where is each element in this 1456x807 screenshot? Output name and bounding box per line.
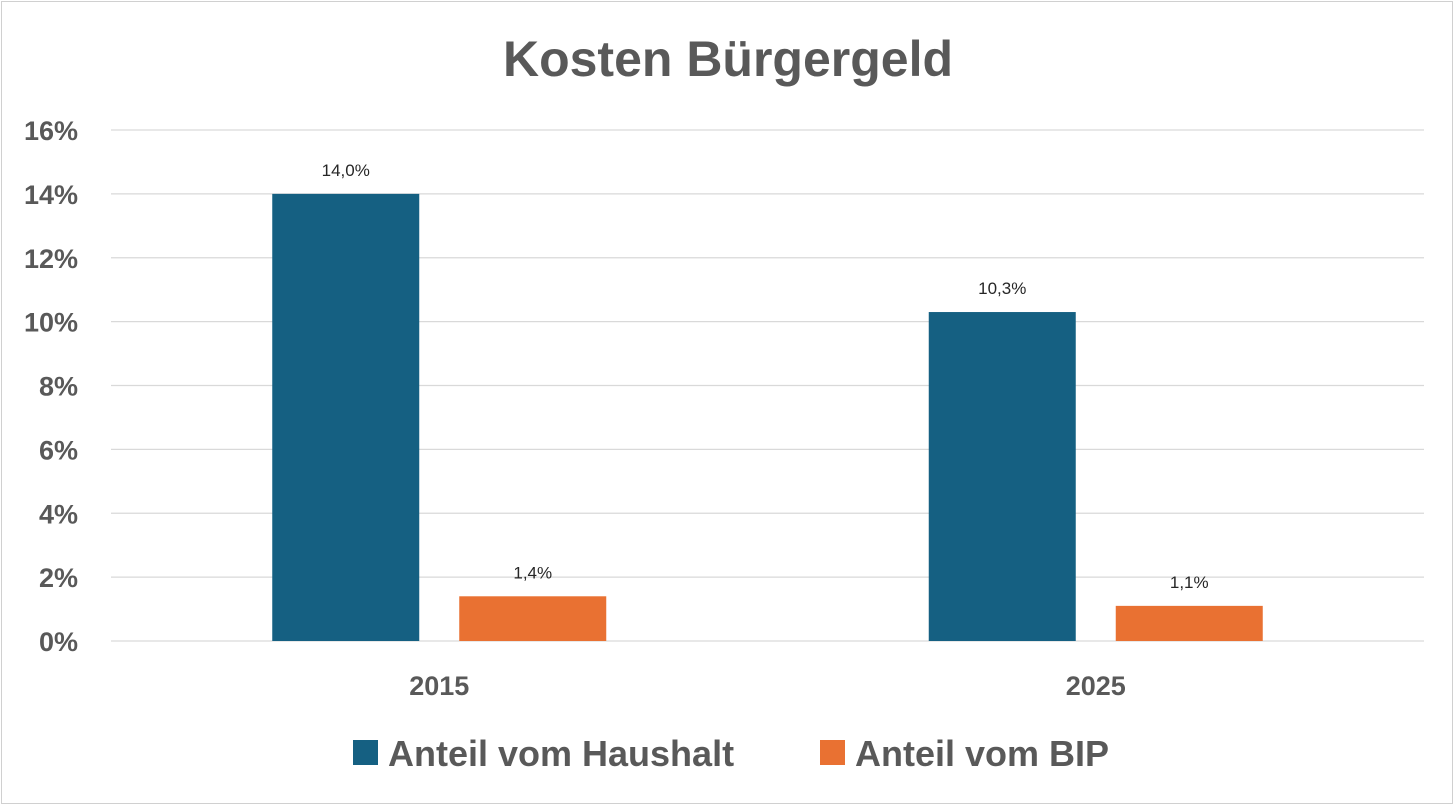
y-tick-label: 12% bbox=[24, 244, 78, 274]
chart-title: Kosten Bürgergeld bbox=[503, 31, 953, 87]
legend-swatch bbox=[353, 740, 378, 765]
y-tick-label: 8% bbox=[39, 372, 78, 402]
y-tick-label: 4% bbox=[39, 499, 78, 529]
data-label: 14,0% bbox=[322, 161, 370, 180]
legend-item: Anteil vom Haushalt bbox=[353, 733, 734, 774]
data-label: 1,1% bbox=[1170, 573, 1209, 592]
bar bbox=[1115, 605, 1263, 641]
legend-label: Anteil vom BIP bbox=[855, 733, 1109, 774]
y-tick-label: 0% bbox=[39, 627, 78, 657]
legend-swatch bbox=[820, 740, 845, 765]
data-label: 10,3% bbox=[978, 279, 1026, 298]
y-axis-ticks: 0% 2% 4% 6% 8% 10% 12% 14% 16% bbox=[24, 116, 78, 657]
bars bbox=[272, 193, 1263, 641]
y-tick-label: 14% bbox=[24, 180, 78, 210]
legend: Anteil vom Haushalt Anteil vom BIP bbox=[353, 733, 1109, 774]
data-labels: 14,0% 1,4% 10,3% 1,1% bbox=[322, 161, 1209, 592]
y-tick-label: 16% bbox=[24, 116, 78, 146]
x-axis-ticks: 2015 2025 bbox=[409, 671, 1126, 701]
y-tick-label: 10% bbox=[24, 308, 78, 338]
bar bbox=[459, 596, 607, 641]
bar bbox=[272, 193, 420, 641]
x-tick-label: 2015 bbox=[409, 671, 469, 701]
data-label: 1,4% bbox=[513, 563, 552, 582]
legend-label: Anteil vom Haushalt bbox=[388, 733, 734, 774]
x-tick-label: 2025 bbox=[1066, 671, 1126, 701]
y-tick-label: 2% bbox=[39, 563, 78, 593]
bar bbox=[928, 312, 1076, 641]
legend-item: Anteil vom BIP bbox=[820, 733, 1109, 774]
y-tick-label: 6% bbox=[39, 435, 78, 465]
